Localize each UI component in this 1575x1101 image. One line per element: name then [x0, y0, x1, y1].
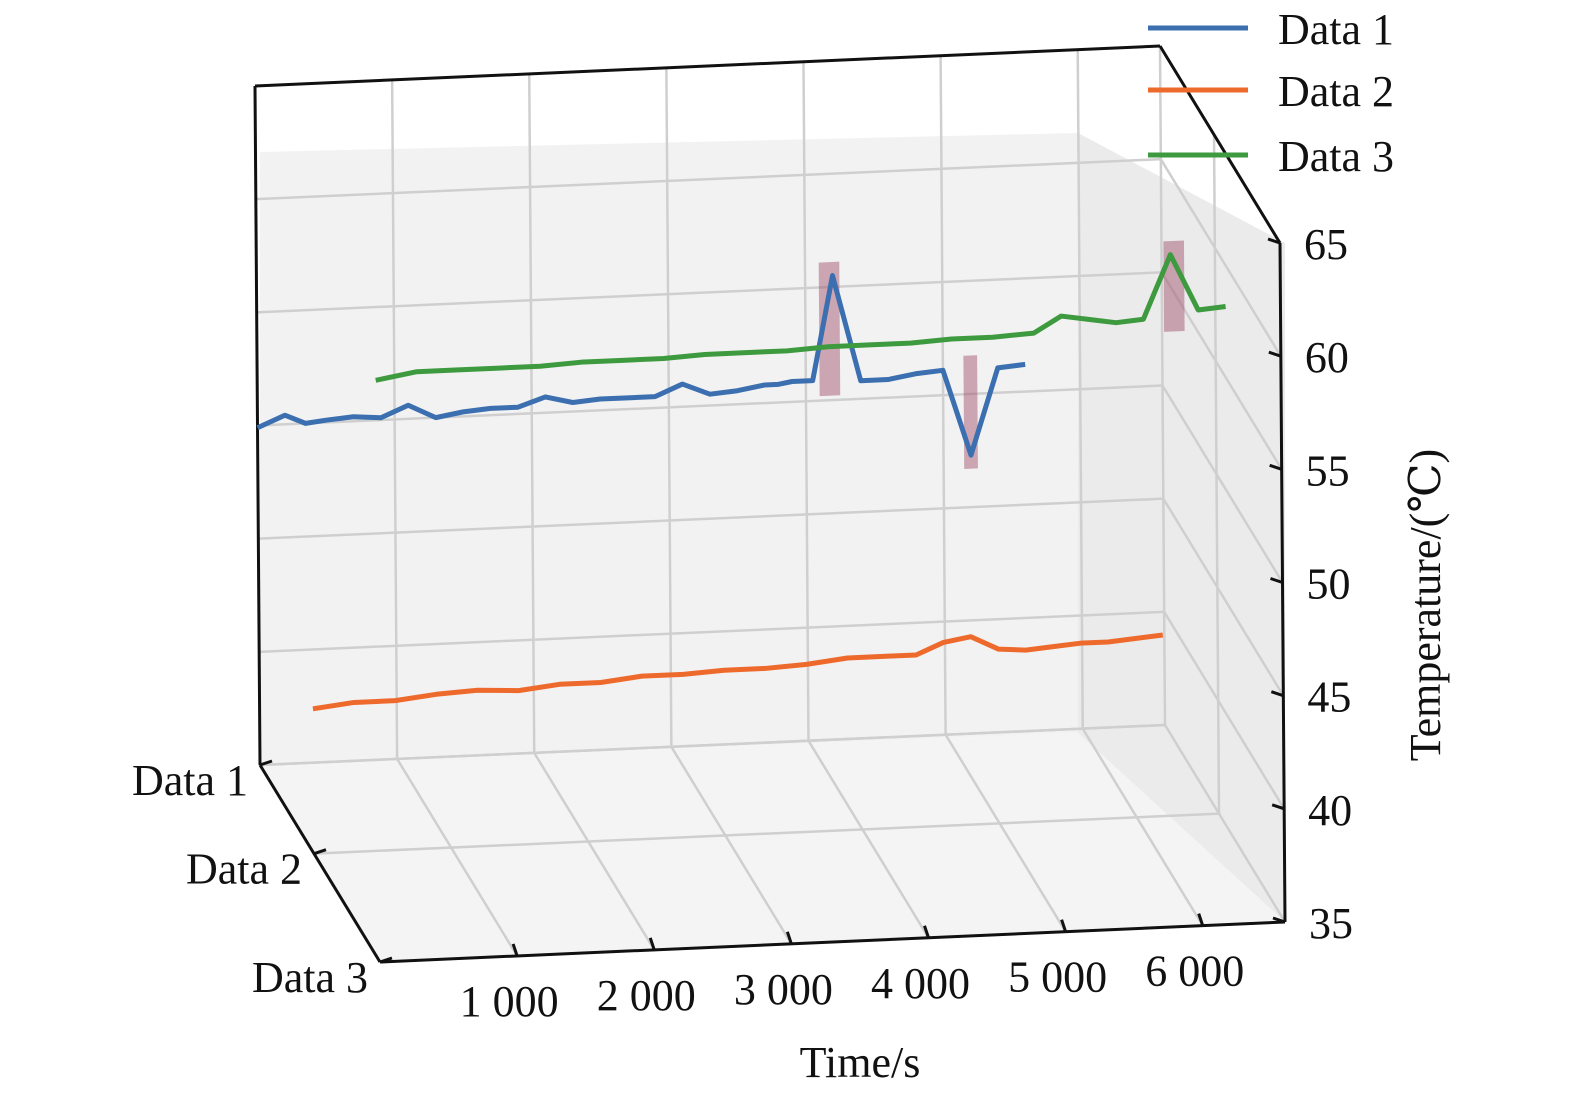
edge-top-back — [254, 44, 1161, 88]
x-tick-label-2: 3 000 — [734, 965, 833, 1014]
grid-floor-x-5 — [1081, 727, 1204, 927]
z-tick-4 — [1269, 463, 1283, 471]
grid-side-y-0 — [1158, 45, 1167, 726]
grid-floor-x-1 — [533, 752, 656, 951]
grid-back-z-2 — [258, 497, 1164, 540]
grid-floor-x-0 — [396, 758, 519, 957]
grid-floor-x-4 — [944, 734, 1067, 933]
z-tick-6 — [1267, 237, 1281, 245]
y-tick-2 — [379, 956, 393, 964]
z-tick-label-3: 50 — [1307, 560, 1351, 609]
x-axis-title: Time/s — [800, 1038, 921, 1087]
grid-back-z-4 — [256, 271, 1162, 314]
z-tick-2 — [1270, 690, 1284, 698]
y-tick-1 — [313, 848, 327, 856]
z-tick-1 — [1271, 803, 1285, 811]
x-tick-1 — [648, 937, 656, 951]
x-tick-label-4: 5 000 — [1008, 953, 1107, 1002]
z-tick-label-0: 35 — [1309, 899, 1353, 948]
x-tick-label-1: 2 000 — [597, 971, 696, 1020]
grid-floor-y-1 — [313, 812, 1220, 855]
grid-floor-x-2 — [670, 746, 793, 945]
x-tick-5 — [1197, 913, 1205, 927]
legend: Data 1 Data 2 Data 3 — [1148, 5, 1394, 181]
x-tick-2 — [785, 931, 793, 945]
legend-label-data-2: Data 2 — [1278, 67, 1394, 116]
grid-back-z-1 — [259, 610, 1165, 654]
legend-label-data-1: Data 1 — [1278, 5, 1394, 54]
z-tick-0 — [1272, 916, 1286, 924]
z-axis-title: Temperature/(℃) — [1401, 449, 1450, 761]
x-tick-4 — [1060, 919, 1068, 933]
series-line-data-2 — [312, 632, 1164, 712]
z-tick-label-2: 45 — [1307, 673, 1351, 722]
floor-panel — [260, 733, 1285, 962]
edge-front-bottom — [379, 920, 1286, 964]
x-tick-label-0: 1 000 — [460, 977, 559, 1026]
x-tick-3 — [923, 925, 930, 939]
z-tick-5 — [1268, 350, 1282, 358]
edge-left-bottom — [258, 764, 382, 963]
z-tick-label-5: 60 — [1305, 333, 1349, 382]
x-tick-label-5: 6 000 — [1145, 947, 1244, 996]
z-tick-label-6: 65 — [1304, 220, 1348, 269]
x-tick-0 — [511, 943, 519, 957]
grid-back-z-5 — [255, 157, 1161, 201]
y-tick-0 — [259, 759, 273, 767]
z-tick-3 — [1270, 577, 1283, 584]
z-tick-label-1: 40 — [1308, 786, 1352, 835]
series-line-data-3 — [375, 252, 1226, 383]
x-tick-label-3: 4 000 — [871, 959, 970, 1008]
grid-side-z-1 — [1163, 611, 1286, 810]
edge-top-side — [1158, 45, 1282, 244]
tick-labels: 1 000 2 000 3 000 4 000 5 000 6 000 35 40 45 50 55… — [132, 220, 1353, 1026]
grid-side-z-3 — [1161, 384, 1284, 584]
series-lines — [256, 240, 1226, 712]
grid-back-z-3 — [257, 384, 1163, 427]
grid-floor-y-0 — [259, 723, 1166, 767]
y-category-label-1: Data 2 — [186, 845, 302, 894]
y-category-label-2: Data 3 — [252, 953, 368, 1002]
y-category-label-0: Data 1 — [132, 756, 248, 805]
grid-side-z-5 — [1159, 158, 1282, 357]
z-tick-label-4: 55 — [1306, 446, 1350, 495]
series-line-data-1 — [256, 273, 1026, 458]
anomaly-highlight-0 — [818, 261, 841, 397]
grid-side-z-2 — [1162, 498, 1285, 697]
anomaly-highlight-2 — [1163, 240, 1185, 332]
legend-label-data-3: Data 3 — [1278, 132, 1394, 181]
grid-side-z-0 — [1163, 724, 1287, 923]
grid-side-y-1 — [1212, 134, 1221, 814]
grid-lines — [254, 44, 1287, 964]
grid-floor-x-3 — [807, 740, 930, 939]
tick-marks — [259, 237, 1286, 964]
